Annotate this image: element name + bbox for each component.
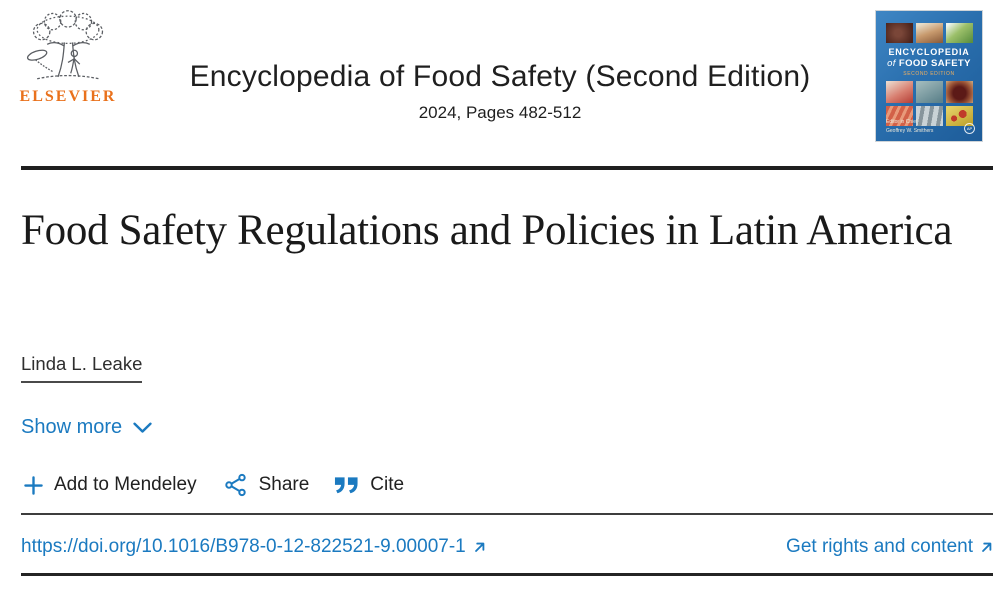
cover-top-photos: [886, 23, 973, 43]
bottom-divider: [21, 573, 993, 576]
author-row: Linda L. Leake: [21, 353, 143, 383]
action-bar: Add to Mendeley Share Cite: [24, 473, 404, 497]
publication-header: ELSEVIER Encyclopedia of Food Safety (Se…: [0, 0, 1000, 160]
cover-photo: [886, 81, 913, 103]
elsevier-logo[interactable]: ELSEVIER: [18, 8, 118, 106]
external-link-icon: [473, 541, 486, 554]
elsevier-tree-icon: [18, 8, 118, 86]
get-rights-link[interactable]: Get rights and content: [786, 536, 993, 558]
publication-title-link[interactable]: Encyclopedia of Food Safety (Second Edit…: [189, 60, 811, 93]
author-link[interactable]: Linda L. Leake: [21, 353, 143, 383]
cover-photo: [886, 23, 913, 43]
cover-photo: [916, 23, 943, 43]
publication-details: 2024, Pages 482-512: [418, 103, 582, 122]
cover-photo: [946, 106, 973, 126]
cover-edition: SECOND EDITION: [903, 71, 955, 77]
publication-title-block: Encyclopedia of Food Safety (Second Edit…: [130, 60, 870, 123]
show-more-button[interactable]: Show more: [21, 416, 152, 439]
cover-photo: [886, 106, 913, 126]
cover-photo: [916, 81, 943, 103]
cover-photo: [916, 106, 943, 126]
cover-photo-grid: [886, 81, 973, 126]
book-cover-thumbnail[interactable]: ENCYCLOPEDIA of FOOD SAFETY SECOND EDITI…: [875, 10, 983, 142]
quote-cite-icon: [334, 476, 359, 495]
add-to-mendeley-button[interactable]: Add to Mendeley: [24, 474, 197, 496]
share-icon: [224, 473, 248, 497]
academic-press-logo: AP: [964, 123, 975, 134]
article-title: Food Safety Regulations and Policies in …: [21, 207, 953, 254]
section-divider: [21, 513, 993, 515]
chevron-down-icon: [133, 422, 152, 434]
show-more-label: Show more: [21, 416, 123, 438]
doi-row: https://doi.org/10.1016/B978-0-12-822521…: [21, 536, 993, 558]
cite-button[interactable]: Cite: [334, 474, 404, 496]
plus-icon: [24, 475, 43, 495]
cover-photo: [946, 81, 973, 103]
cover-title: ENCYCLOPEDIA of FOOD SAFETY: [887, 47, 971, 69]
cover-editor-credit: Editor in Chief Geoffrey W. Smithers: [886, 119, 934, 134]
external-link-icon: [980, 541, 993, 554]
share-button[interactable]: Share: [224, 473, 309, 497]
elsevier-wordmark: ELSEVIER: [19, 88, 117, 105]
doi-link[interactable]: https://doi.org/10.1016/B978-0-12-822521…: [21, 536, 486, 558]
cover-photo: [946, 23, 973, 43]
header-divider: [21, 166, 993, 170]
